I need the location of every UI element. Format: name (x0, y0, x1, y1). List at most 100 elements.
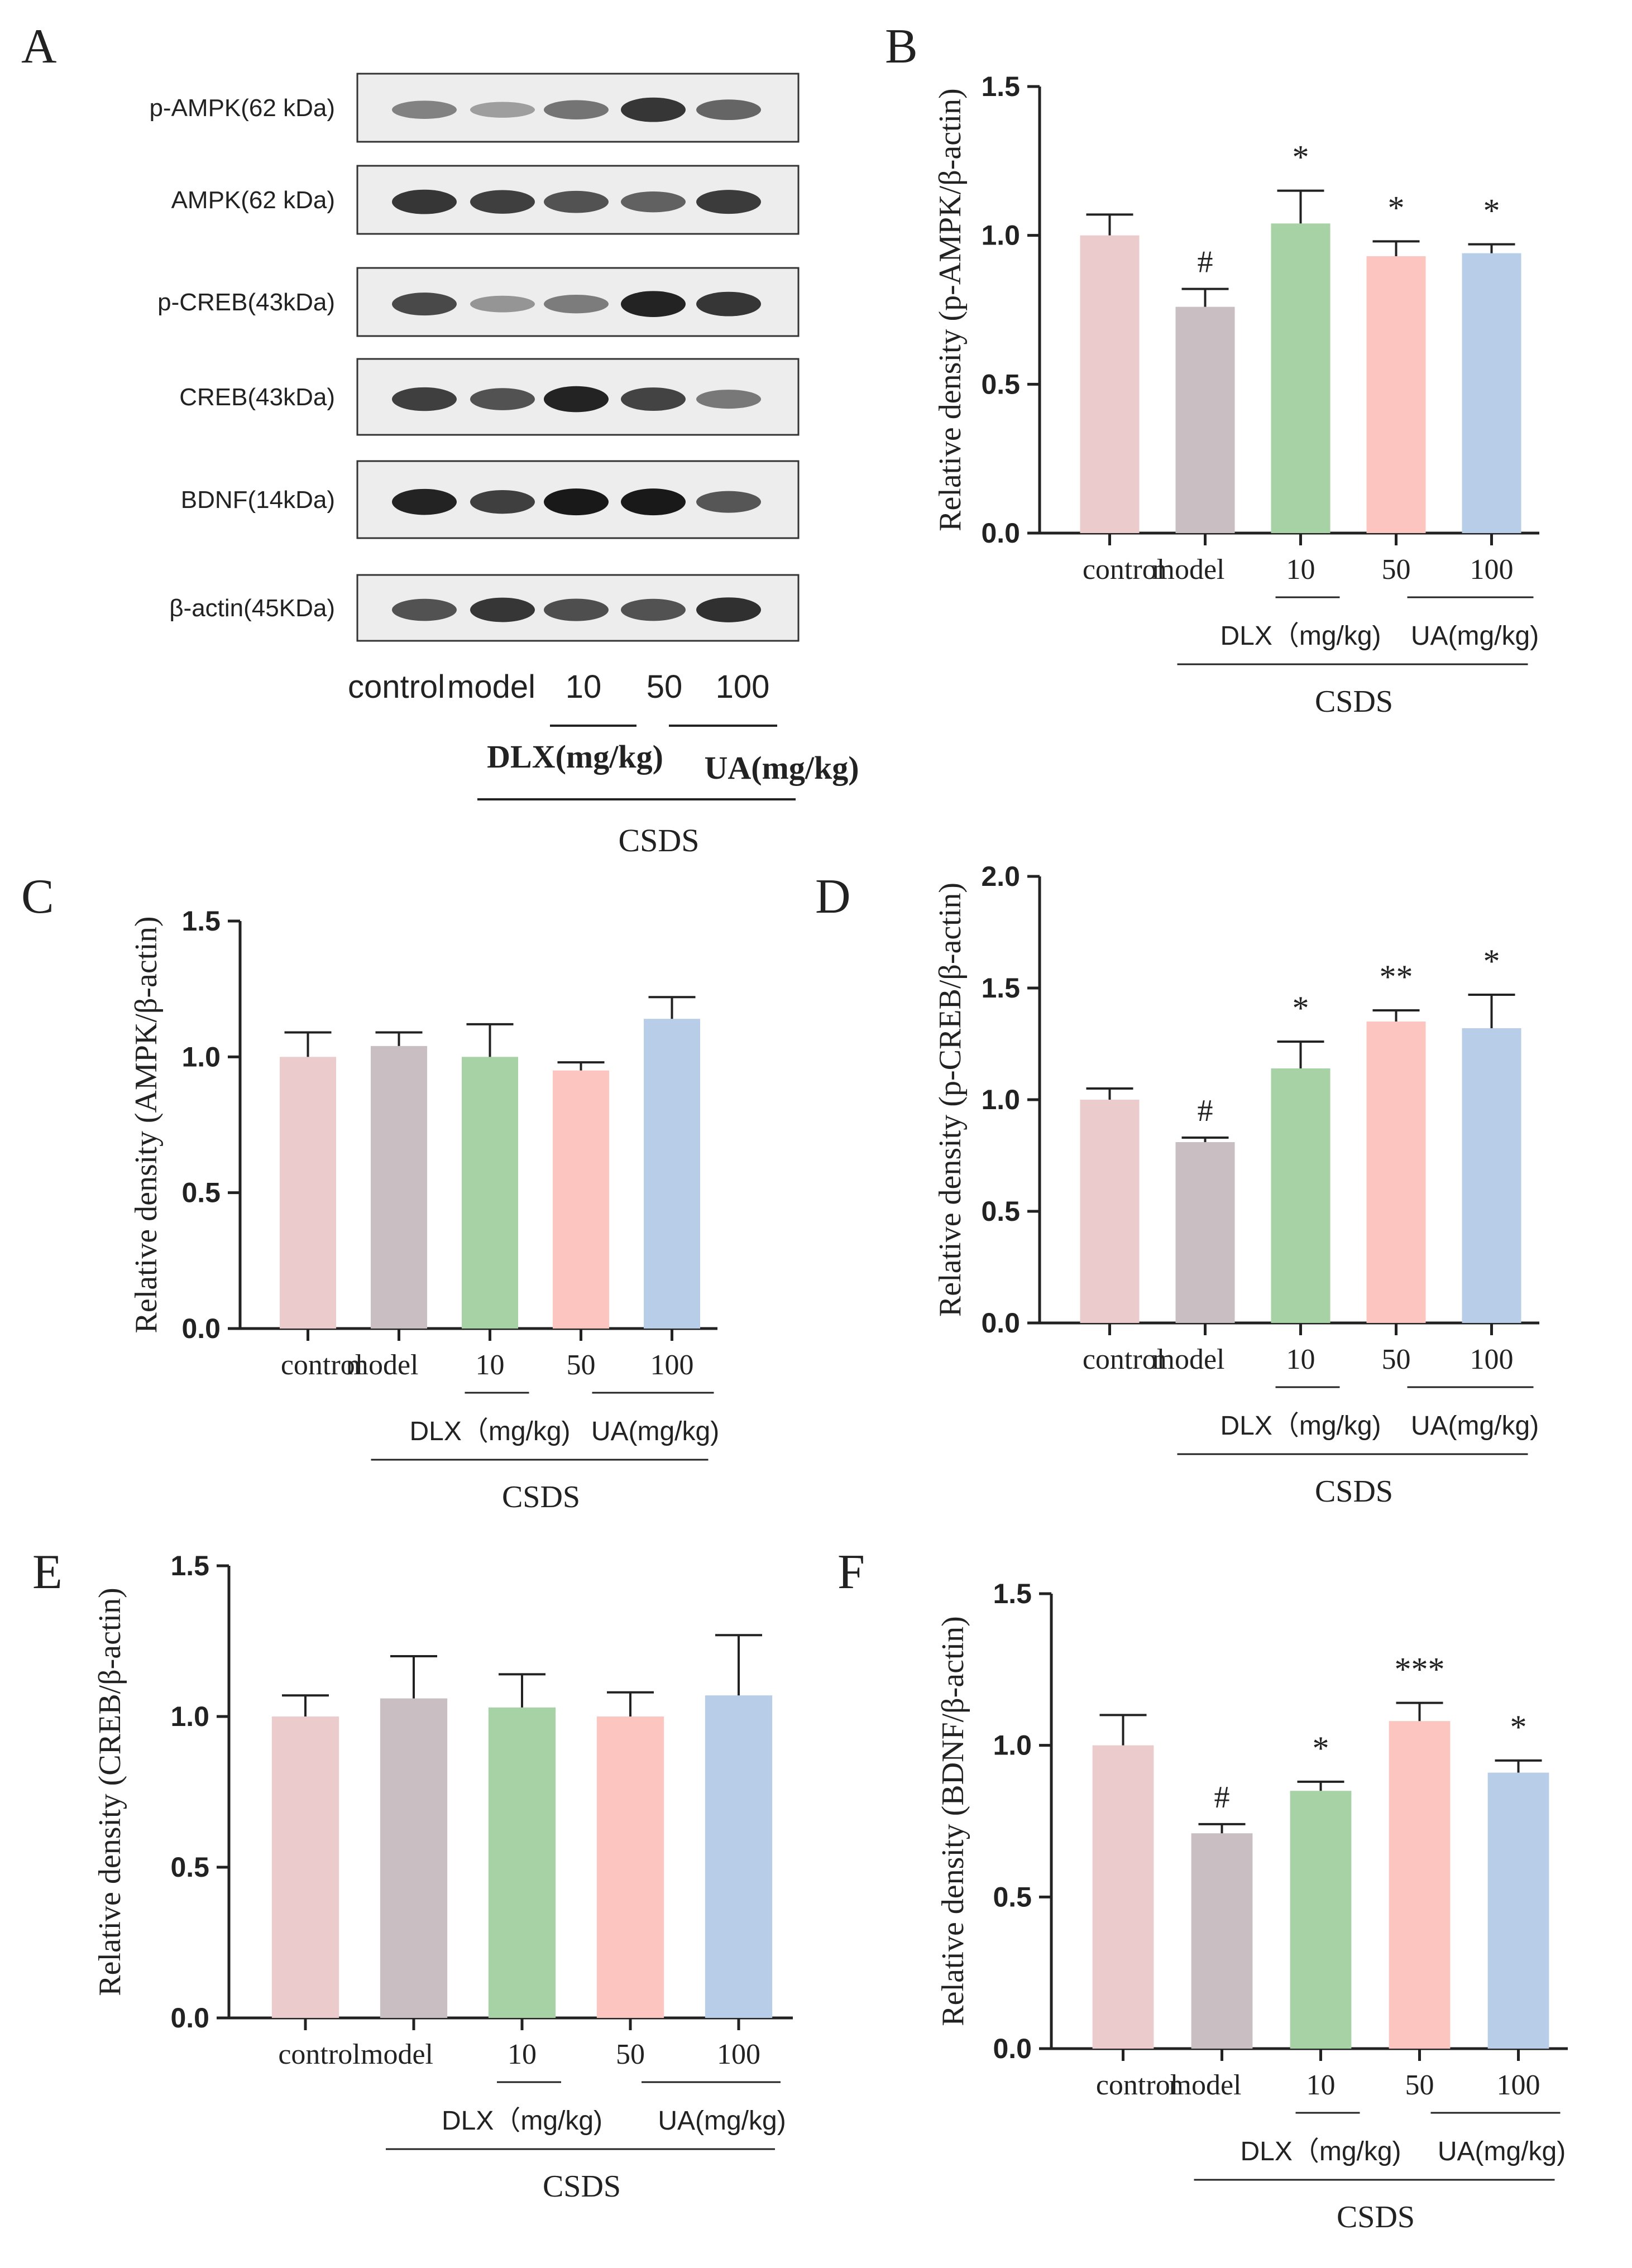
blot-band (544, 294, 609, 314)
bar (1366, 1022, 1426, 1323)
chart-panel-f: 0.0 0.5 1.0 1.5 Relative density (BDNF/β-act… (936, 1578, 1568, 2235)
category-label: 10 (508, 2039, 537, 2070)
category-label: 100 (1470, 1344, 1514, 1375)
y-tick-label: 1.0 (981, 1084, 1020, 1115)
y-axis-label: Relative density (CREB/β-actin) (93, 1588, 127, 1996)
y-tick-label: 1.0 (181, 1041, 221, 1072)
bar (1080, 1100, 1140, 1323)
y-tick-label: 2.0 (981, 861, 1020, 892)
blot-band (392, 100, 457, 119)
significance-marker: * (1313, 1730, 1329, 1767)
category-label: 50 (1382, 554, 1411, 586)
blot-band (544, 386, 609, 413)
blot-band (621, 598, 686, 621)
bar (1175, 1142, 1235, 1323)
blot-band (696, 190, 761, 214)
dlx-label: DLX(mg/kg) (487, 739, 663, 775)
category-label: 10 (1286, 1344, 1315, 1375)
panel-letter-f: F (837, 1545, 865, 1599)
protein-label: p-AMPK(62 kDa) (149, 94, 335, 122)
dlx-label: DLX（mg/kg) (442, 2106, 602, 2136)
category-label: model (361, 2039, 433, 2070)
blot-band (621, 291, 686, 317)
western-blot-panel: p-AMPK(62 kDa) AMPK(62 kDa) p-CREB(43kDa) C… (149, 73, 859, 859)
y-tick-label: 1.0 (993, 1730, 1032, 1761)
blot-band (621, 387, 686, 411)
blot-band (696, 99, 761, 121)
y-tick-label: 0.5 (181, 1177, 221, 1209)
category-label: model (346, 1349, 419, 1381)
chart-panel-d: 0.0 0.5 1.0 1.5 2.0 Relative density (p-CREB/… (933, 861, 1539, 1509)
csds-label: CSDS (502, 1480, 580, 1514)
category-label: 50 (616, 2039, 645, 2070)
y-tick-label: 1.0 (981, 220, 1020, 251)
lane-label: control (348, 669, 445, 705)
y-tick-label: 0.5 (981, 1196, 1020, 1227)
significance-marker: # (1198, 245, 1213, 280)
lane-label: 10 (566, 669, 602, 705)
panel-letter-e: E (32, 1545, 63, 1599)
category-label: 100 (717, 2039, 760, 2070)
protein-label: AMPK(62 kDa) (171, 186, 335, 214)
csds-label: CSDS (618, 822, 699, 859)
y-tick-label: 0.5 (981, 368, 1020, 400)
chart-panel-e: 0.0 0.5 1.0 1.5 Relative density (CREB/β-act… (93, 1550, 793, 2204)
category-label: 50 (567, 1349, 596, 1381)
y-tick-label: 1.5 (170, 1550, 209, 1581)
bar (1487, 1772, 1549, 2049)
significance-marker: * (1483, 943, 1500, 980)
blot-band (392, 189, 457, 214)
csds-label: CSDS (1315, 684, 1393, 719)
blot-band (470, 388, 535, 410)
ua-label: UA(mg/kg) (591, 1417, 719, 1446)
panel-letter-a: A (21, 20, 57, 74)
blot-band (696, 491, 761, 513)
bar (1366, 256, 1426, 533)
panel-letter-b: B (885, 20, 918, 74)
significance-marker: * (1483, 193, 1500, 229)
lane-label: 50 (647, 669, 683, 705)
bar (1271, 223, 1331, 533)
category-label: model (1169, 2069, 1242, 2101)
bar (1191, 1833, 1253, 2049)
y-axis-label: Relative density (p-CREB/β-actin) (933, 883, 968, 1317)
bar (552, 1070, 610, 1329)
blot-band (470, 295, 535, 313)
significance-marker: * (1293, 139, 1309, 176)
blot-band (392, 387, 457, 411)
significance-marker: # (1198, 1094, 1213, 1128)
csds-label: CSDS (1337, 2200, 1415, 2235)
y-axis-label: Relative density (p-AMPK/β-actin) (933, 88, 968, 531)
y-tick-label: 0.5 (170, 1852, 209, 1883)
category-label: 50 (1405, 2069, 1434, 2101)
significance-marker: *** (1395, 1651, 1445, 1688)
significance-marker: * (1293, 990, 1309, 1027)
bar (370, 1046, 428, 1329)
lane-label: 100 (716, 669, 770, 705)
chart-panel-c: 0.0 0.5 1.0 1.5 Relative density (AMPK/β-act… (129, 905, 719, 1514)
blot-band (696, 597, 761, 622)
category-label: 100 (1497, 2069, 1540, 2101)
y-tick-label: 1.0 (170, 1701, 209, 1732)
blot-band (470, 597, 535, 622)
protein-label: CREB(43kDa) (179, 383, 335, 411)
panel-letter-c: C (21, 870, 54, 924)
blot-band (621, 97, 686, 122)
y-tick-label: 0.0 (181, 1313, 221, 1344)
dlx-label: DLX（mg/kg) (1220, 621, 1381, 651)
bar (488, 1707, 556, 2018)
y-tick-label: 0.5 (993, 1881, 1032, 1912)
significance-marker: * (1388, 189, 1405, 226)
ua-label: UA(mg/kg) (704, 750, 859, 786)
blot-band (392, 488, 457, 515)
ua-label: UA(mg/kg) (1438, 2137, 1566, 2166)
significance-marker: ** (1380, 958, 1413, 995)
category-label: 10 (476, 1349, 505, 1381)
ua-label: UA(mg/kg) (1411, 621, 1539, 651)
dlx-label: DLX（mg/kg) (1240, 2137, 1401, 2166)
category-label: 10 (1306, 2069, 1336, 2101)
bar (596, 1716, 664, 2018)
y-tick-label: 1.5 (993, 1578, 1032, 1609)
bar (1092, 1745, 1154, 2049)
category-label: 100 (1470, 554, 1514, 586)
